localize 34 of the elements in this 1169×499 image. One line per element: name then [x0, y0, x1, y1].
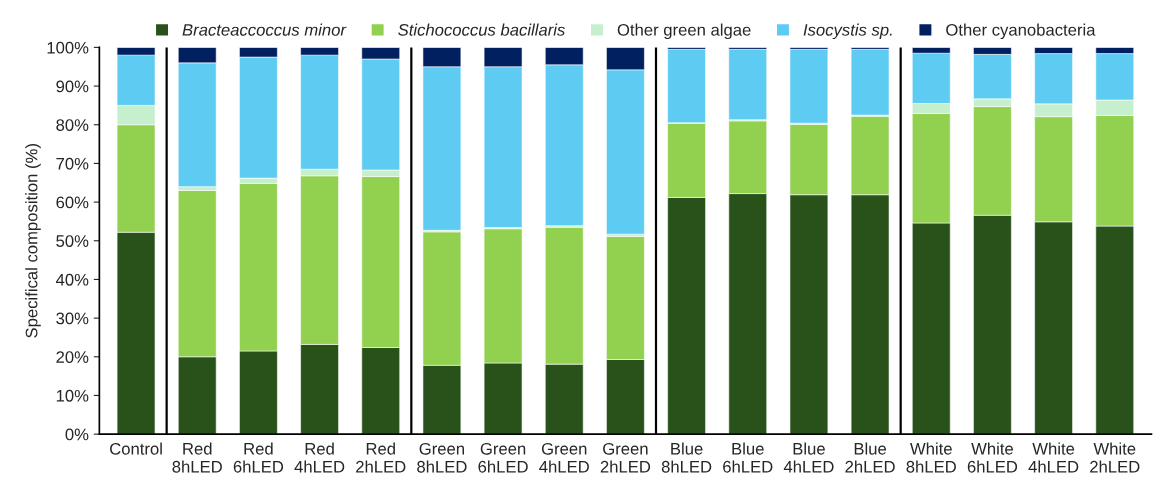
legend-label: Isocystis sp. [803, 23, 892, 40]
x-tick-label: White 2hLED [1090, 442, 1140, 473]
x-tick-label: Red 4hLED [294, 442, 345, 473]
x-tick-label: Green 2hLED [600, 442, 651, 473]
y-tick-label: 80% [56, 119, 89, 131]
y-tick-label: 0% [65, 428, 89, 441]
y-tick-label: 30% [56, 312, 89, 325]
x-tick-label: Red 8hLED [172, 442, 222, 473]
x-tick-label: Green 4hLED [539, 442, 589, 473]
x-tick-label: White 8hLED [906, 442, 956, 473]
x-tick-label: Red 6hLED [233, 442, 284, 473]
legend-label: Bracteaccoccus minor [182, 23, 347, 36]
x-tick-label: White 6hLED [967, 442, 1018, 473]
x-tick-label: Green 6hLED [478, 442, 528, 473]
legend-label: Stichococcus bacillaris [398, 23, 565, 36]
x-tick-label: Control [110, 442, 162, 455]
x-tick-label: Blue 4hLED [783, 442, 834, 473]
x-tick-label: Blue 8hLED [661, 442, 712, 473]
y-tick-label: 60% [56, 196, 89, 209]
y-axis-title: Specifical composition (%) [25, 144, 41, 338]
y-tick-label: 100% [47, 41, 89, 54]
y-tick-label: 20% [56, 351, 89, 363]
x-tick-label: Blue 2hLED [845, 442, 895, 473]
legend-label: Other green algae [617, 23, 751, 40]
y-tick-label: 50% [56, 235, 89, 247]
x-tick-label: Blue 6hLED [723, 442, 773, 473]
x-tick-label: Red 2hLED [356, 442, 406, 473]
y-tick-label: 10% [56, 389, 89, 402]
y-tick-label: 70% [56, 157, 89, 170]
legend-label: Other cyanobacteria [946, 23, 1096, 40]
x-tick-label: White 4hLED [1028, 442, 1079, 473]
y-tick-label: 90% [56, 80, 89, 93]
x-tick-label: Green 8hLED [417, 442, 467, 473]
y-tick-label: 40% [55, 273, 89, 286]
